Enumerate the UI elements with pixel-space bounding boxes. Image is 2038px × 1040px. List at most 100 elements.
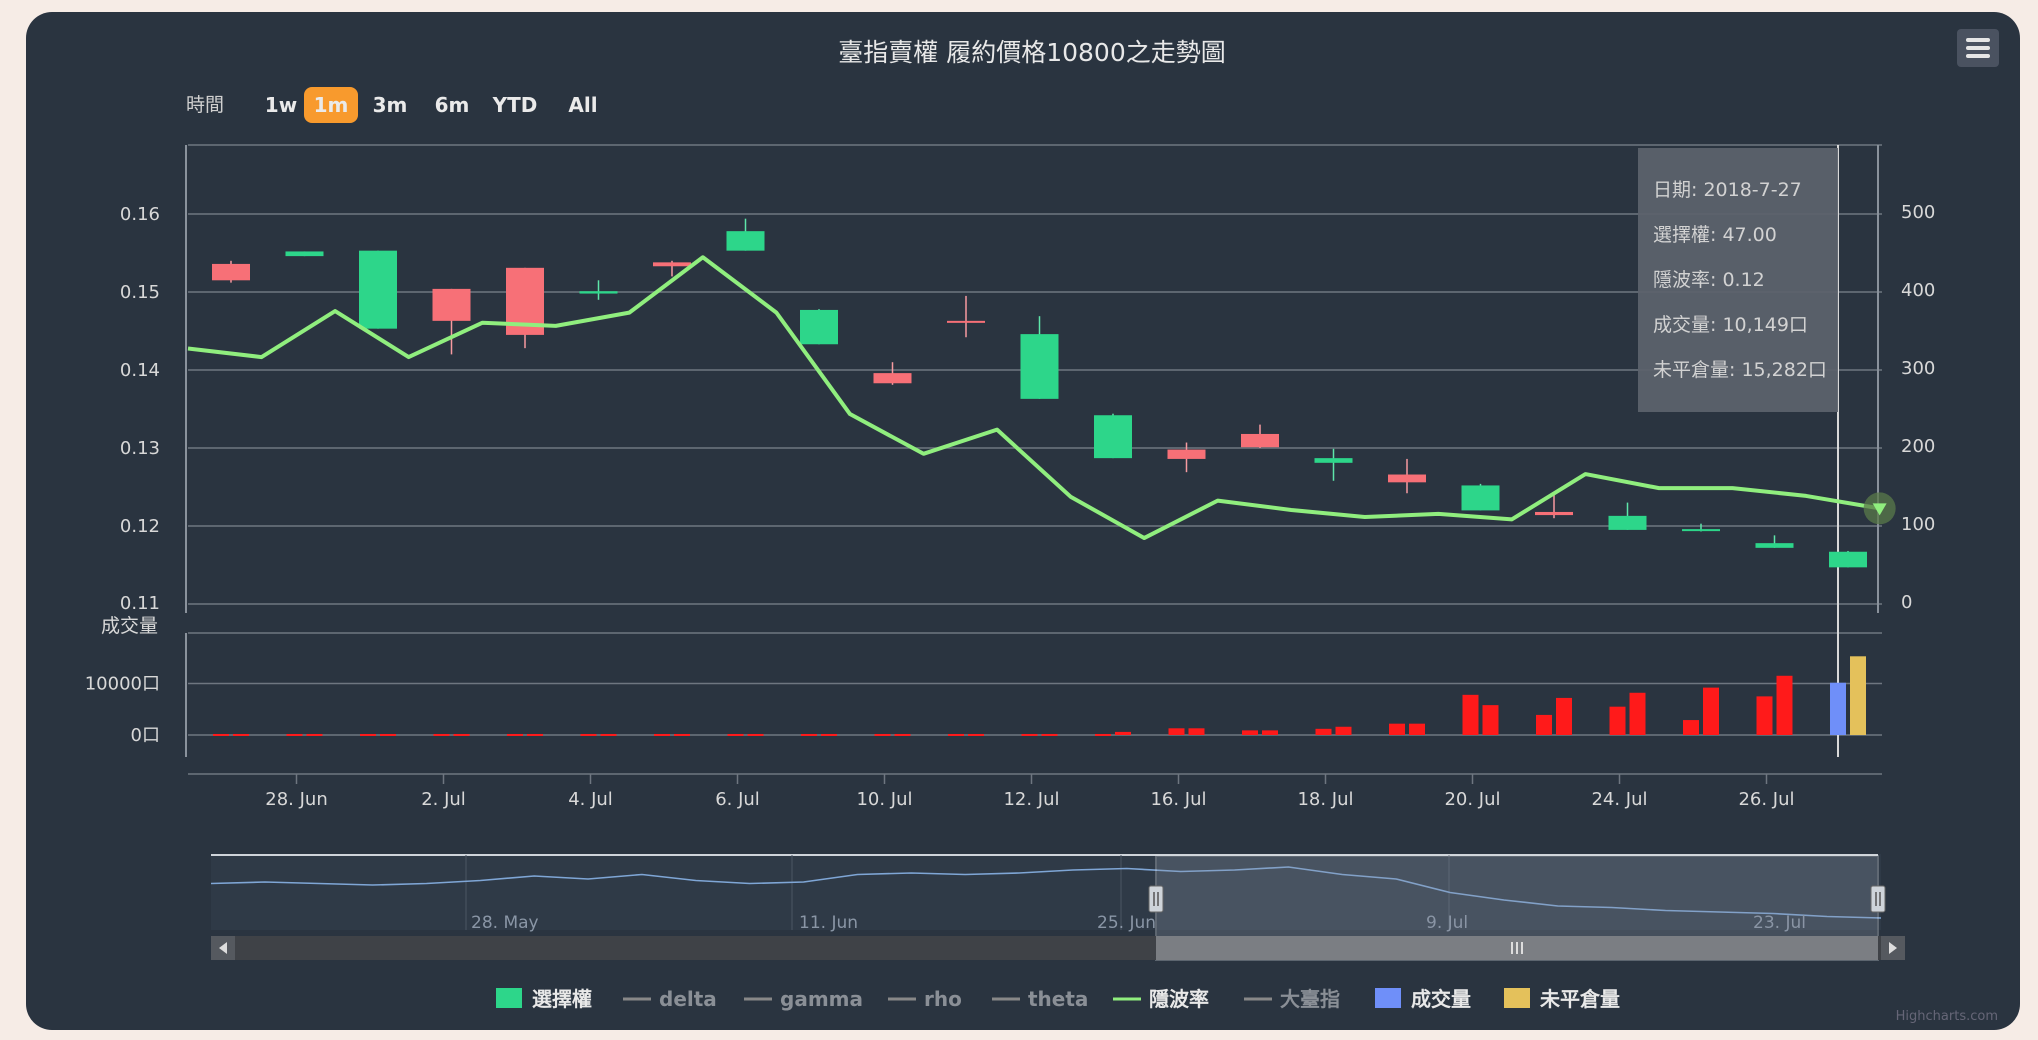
candle-body (1241, 433, 1279, 448)
volume-bar (1095, 733, 1111, 736)
legend-label[interactable]: gamma (780, 987, 863, 1011)
candle (579, 280, 618, 300)
legend-label[interactable]: 隱波率 (1149, 987, 1209, 1011)
range-button-all[interactable]: All (568, 93, 597, 117)
open-interest-bar (1482, 705, 1499, 735)
open-interest-bar (1556, 697, 1572, 735)
candle-body (873, 373, 912, 384)
range-button-3m[interactable]: 3m (373, 93, 408, 117)
credits-link[interactable]: Highcharts.com (1896, 1009, 1998, 1024)
navigator-handle-left[interactable] (1148, 885, 1164, 913)
candle-body (653, 262, 691, 267)
candle-body (1167, 449, 1206, 459)
range-button-label[interactable]: 3m (373, 93, 408, 117)
candle-body (1682, 529, 1720, 532)
candle (726, 218, 765, 251)
candle-body (1829, 551, 1867, 568)
volume-tick-label: 10000口 (85, 674, 160, 695)
navigator-handle-right[interactable] (1870, 885, 1886, 913)
candlestick-series (212, 218, 1867, 568)
range-button-ytd[interactable]: YTD (492, 93, 538, 117)
volume-bar (1021, 733, 1038, 736)
range-button-label[interactable]: All (568, 93, 597, 117)
range-button-highlight (304, 87, 358, 123)
legend-item-大臺指[interactable]: 大臺指 (1244, 987, 1340, 1011)
candle (506, 267, 544, 349)
iv-hover-marker (1872, 503, 1887, 516)
legend-item-選擇權[interactable]: 選擇權 (496, 987, 592, 1011)
open-interest-bar (821, 733, 837, 736)
y-right-tick-label: 100 (1901, 514, 1935, 535)
legend: 選擇權 delta gamma rho theta 隱波率 大臺指 成交量 未平倉量 (496, 987, 1620, 1011)
legend-label[interactable]: delta (659, 987, 717, 1011)
scrollbar-left-button[interactable] (211, 936, 235, 960)
range-button-label[interactable]: 1m (314, 93, 349, 117)
range-button-1w[interactable]: 1w (265, 93, 297, 117)
axes: 0.11 0.12 0.13 0.14 0.15 0.16 0 100 200 300 400 500… (85, 145, 1935, 810)
tooltip: 日期: 2018-7-27 選擇權: 47.00 隱波率: 0.12 成交量: 10,… (1638, 148, 1838, 412)
volume-bar (1242, 730, 1258, 735)
navigator-date-label: 11. Jun (799, 913, 858, 933)
x-tick-label: 16. Jul (1150, 789, 1206, 810)
legend-item-gamma[interactable]: gamma (744, 987, 863, 1011)
candle-body (800, 309, 838, 345)
open-interest-bar (1262, 730, 1278, 735)
range-button-label[interactable]: 6m (435, 93, 470, 117)
range-selector-label: 時間 (186, 94, 224, 116)
candle (1829, 550, 1867, 568)
y-left-tick-label: 0.16 (120, 204, 160, 225)
legend-label[interactable]: 未平倉量 (1540, 987, 1620, 1011)
candle-body (359, 250, 397, 329)
open-interest-bar (306, 733, 323, 736)
arrow-left-icon (219, 942, 227, 954)
tooltip-line: 選擇權: 47.00 (1653, 224, 1777, 246)
legend-item-delta[interactable]: delta (623, 987, 717, 1011)
scrollbar-right-button[interactable] (1881, 936, 1905, 960)
legend-symbol (496, 988, 522, 1008)
navigator[interactable]: 28. May 11. Jun 25. Jun 9. Jul 23. Jul (210, 854, 1905, 961)
open-interest-bar (527, 733, 543, 736)
candle (873, 362, 912, 385)
open-interest-bar (1115, 731, 1131, 735)
legend-item-未平倉量[interactable]: 未平倉量 (1504, 987, 1620, 1011)
open-interest-bar (1629, 692, 1646, 735)
export-menu-button[interactable] (1957, 29, 1999, 67)
handle-grip[interactable] (1870, 885, 1886, 913)
legend-item-隱波率[interactable]: 隱波率 (1113, 987, 1209, 1011)
x-tick-label: 20. Jul (1444, 789, 1500, 810)
legend-item-成交量[interactable]: 成交量 (1375, 987, 1471, 1011)
x-tick-label: 26. Jul (1738, 789, 1794, 810)
x-tick-label: 12. Jul (1003, 789, 1059, 810)
chart-card: 臺指賣權 履約價格10800之走勢圖 時間 1w 1m 3m 6m YTD All 0.1… (26, 12, 2020, 1030)
candle-body (1314, 458, 1353, 463)
open-interest-bar (1776, 675, 1793, 735)
candle (1241, 424, 1279, 448)
open-interest-bar (380, 733, 396, 736)
legend-label[interactable]: rho (924, 987, 962, 1011)
candle-body (947, 320, 985, 323)
y-right-tick-label: 0 (1901, 592, 1912, 613)
range-button-label[interactable]: 1w (265, 93, 297, 117)
legend-item-rho[interactable]: rho (888, 987, 962, 1011)
legend-item-theta[interactable]: theta (992, 987, 1088, 1011)
candle-body (1608, 515, 1647, 530)
candle (285, 251, 324, 257)
range-button-label[interactable]: YTD (492, 93, 538, 117)
x-tick-label: 2. Jul (421, 789, 466, 810)
y-left-tick-label: 0.13 (120, 438, 160, 459)
volume-bar (1462, 694, 1479, 735)
range-button-1m[interactable]: 1m (304, 87, 358, 123)
candle-body (1020, 334, 1059, 399)
candle-body (1094, 415, 1132, 459)
range-button-6m[interactable]: 6m (435, 93, 470, 117)
volume-bar (1609, 706, 1626, 735)
tooltip-line: 未平倉量: 15,282口 (1653, 359, 1827, 381)
legend-label[interactable]: 大臺指 (1280, 987, 1340, 1011)
handle-grip[interactable] (1148, 885, 1164, 913)
legend-label[interactable]: 成交量 (1411, 987, 1471, 1011)
legend-label[interactable]: 選擇權 (532, 987, 592, 1011)
y-left-tick-label: 0.14 (120, 360, 160, 381)
open-interest-bar (453, 733, 470, 736)
legend-label[interactable]: theta (1028, 987, 1088, 1011)
candle-body (726, 231, 765, 251)
